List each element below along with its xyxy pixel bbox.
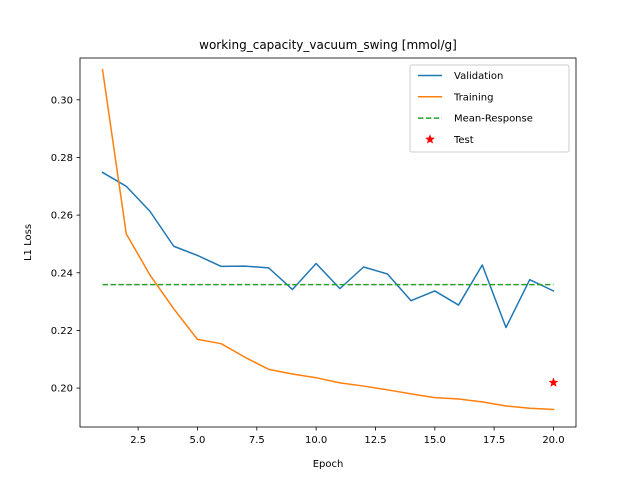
x-tick-label: 2.5: [130, 435, 146, 446]
legend-label-mean-response: Mean-Response: [454, 114, 533, 125]
x-tick-label: 15.0: [424, 435, 446, 446]
y-axis: 0.20 0.22 0.24 0.26 0.28 0.30: [51, 95, 80, 395]
legend-label-validation: Validation: [454, 71, 503, 82]
y-tick-label: 0.26: [51, 211, 73, 222]
y-axis-label: L1 Loss: [23, 224, 34, 261]
y-tick-label: 0.30: [51, 95, 73, 106]
series-layer: [101, 68, 559, 411]
y-tick-label: 0.24: [51, 268, 73, 279]
x-tick-label: 17.5: [483, 435, 505, 446]
legend-label-training: Training: [453, 92, 493, 103]
x-tick-label: 5.0: [190, 435, 206, 446]
x-tick-label: 12.5: [364, 435, 386, 446]
chart-title: working_capacity_vacuum_swing [mmol/g]: [199, 38, 457, 52]
x-tick-label: 20.0: [542, 435, 564, 446]
legend-frame: [409, 64, 570, 153]
legend-label-test: Test: [453, 135, 474, 146]
axes-frame: [79, 57, 577, 428]
x-axis-label: Epoch: [313, 459, 344, 470]
x-tick-label: 10.0: [305, 435, 327, 446]
x-axis: 2.5 5.0 7.5 10.0 12.5 15.0 17.5 20.0: [130, 427, 565, 446]
series-line-training: [101, 68, 555, 411]
legend-swatch-test: [424, 134, 436, 144]
y-tick-label: 0.28: [51, 153, 73, 164]
series-line-validation: [101, 171, 555, 329]
legend: Validation Training Mean-Response Test: [409, 64, 570, 153]
data-point-test: [548, 377, 559, 387]
plot-area: 2.5 5.0 7.5 10.0 12.5 15.0 17.5 20.0 0.200.220.…: [51, 57, 577, 446]
x-tick-label: 7.5: [249, 435, 265, 446]
y-tick-label: 0.22: [51, 326, 73, 337]
y-tick-label: 0.20: [51, 384, 73, 395]
